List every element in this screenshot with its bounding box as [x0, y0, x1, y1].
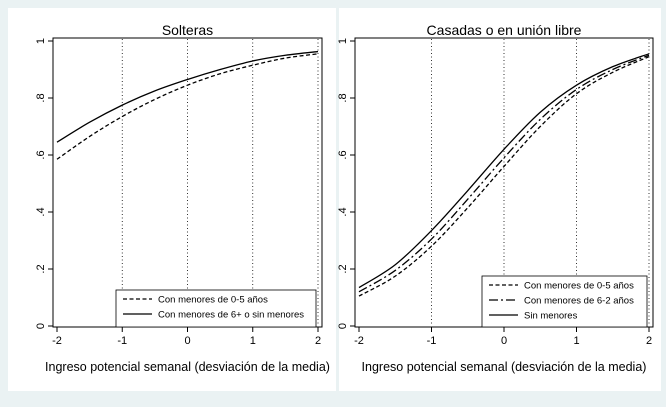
legend-label-3: Sin menores — [524, 311, 578, 322]
legend-box — [115, 289, 317, 328]
x-axis-label: Ingreso potencial semanal (desviación de… — [45, 360, 330, 374]
y-tick-label: .6 — [35, 150, 47, 159]
y-tick-label: .8 — [35, 93, 47, 102]
legend-label-2: Con menores de 6+ o sin menores — [158, 310, 304, 321]
x-tick-label: 2 — [315, 335, 321, 347]
chart-title: Casadas o en unión libre — [427, 22, 582, 38]
y-tick-label: 0 — [35, 323, 47, 329]
x-axis-label: Ingreso potencial semanal (desviación de… — [362, 360, 647, 374]
panel-solteras: Solteras -2 -1 0 1 2 0 .2 .4 .6 .8 1 Ingreso potenci… — [8, 8, 336, 391]
y-tick-label: 1 — [337, 38, 349, 44]
x-tick-label: 2 — [646, 335, 652, 347]
x-tick-label: -2 — [354, 335, 364, 347]
y-tick-label: .6 — [337, 150, 349, 159]
legend-label-1: Con menores de 0-5 años — [158, 295, 268, 306]
y-tick-label: .8 — [337, 93, 349, 102]
series-line-3 — [358, 53, 650, 289]
series-line-2 — [56, 50, 319, 143]
x-tick-label: -1 — [117, 335, 127, 347]
x-tick-label: 1 — [250, 335, 256, 347]
y-tick-label: .4 — [337, 207, 349, 216]
series-line-1 — [56, 53, 319, 160]
x-tick-label: -2 — [52, 335, 62, 347]
y-tick-label: .2 — [337, 264, 349, 273]
x-tick-label: 0 — [184, 335, 190, 347]
y-tick-label: 1 — [35, 38, 47, 44]
legend-label-2: Con menores de 6-2 años — [524, 296, 634, 307]
series-line-1 — [358, 56, 650, 297]
x-tick-label: 0 — [501, 335, 507, 347]
y-tick-label: 0 — [337, 323, 349, 329]
y-tick-label: .4 — [35, 207, 47, 216]
legend: Con menores de 0-5 años Con menores de 6+… — [115, 289, 317, 328]
x-tick-label: -1 — [427, 335, 437, 347]
chart-title: Solteras — [162, 22, 213, 38]
x-tick-label: 1 — [573, 335, 579, 347]
panel-casadas: Casadas o en unión libre -2 -1 0 1 2 0 .2 .4 .6 .8… — [337, 8, 661, 391]
legend: Con menores de 0-5 años Con menores de 6-… — [481, 275, 648, 328]
y-tick-label: .2 — [35, 264, 47, 273]
legend-label-1: Con menores de 0-5 años — [524, 281, 634, 292]
series-line-2 — [358, 54, 650, 293]
